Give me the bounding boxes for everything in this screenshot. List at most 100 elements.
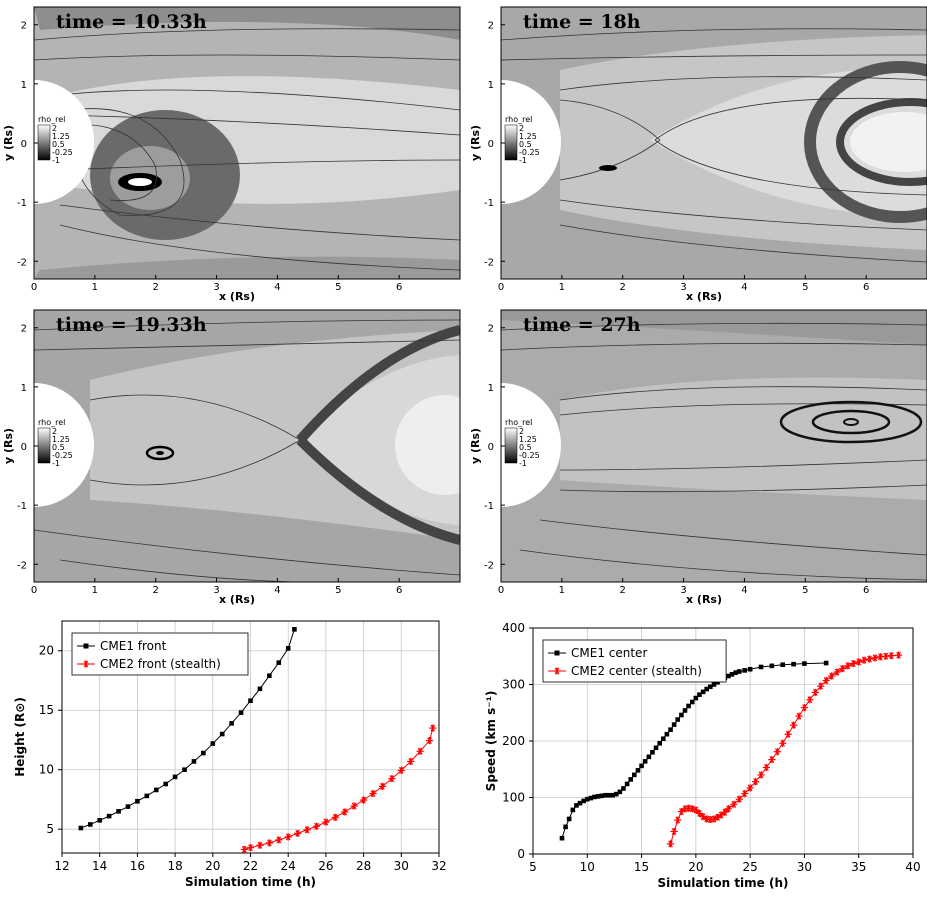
data-point-square — [780, 662, 786, 668]
data-point-square — [592, 794, 597, 800]
data-point-square — [668, 727, 673, 732]
data-point-square — [791, 661, 796, 667]
x-tick-label: 2 — [620, 282, 626, 293]
data-point-square — [559, 835, 565, 841]
data-point-square — [603, 792, 608, 798]
data-point-square — [707, 684, 713, 690]
data-point-square — [267, 673, 272, 679]
y-axis-label: y (Rs) — [469, 125, 482, 161]
x-tick-label: 5 — [335, 585, 341, 596]
panel-1-colorbar: rho_rel 2 1.25 0.5 -0.25 -1 — [37, 115, 73, 165]
y-tick-label: -1 — [484, 198, 494, 209]
colorbar-tick: 0.5 — [519, 140, 532, 149]
series-line — [244, 727, 434, 850]
density-panel-3: time = 19.33h rho_rel 2 1.25 0.5 -0.25 -… — [33, 309, 461, 583]
data-point-square — [823, 660, 829, 666]
x-tick-label: 0 — [31, 585, 37, 596]
colorbar-tick: 2 — [52, 427, 57, 436]
colorbar-tick: -0.25 — [519, 148, 540, 157]
data-point-square — [758, 664, 764, 670]
data-point-square — [624, 781, 630, 787]
x-tick-label: 6 — [863, 282, 869, 293]
colorbar-tick: -0.25 — [52, 148, 73, 157]
data-point-square — [646, 754, 652, 760]
data-point-square — [653, 745, 659, 751]
data-point-square — [679, 712, 684, 718]
x-tick-label: 18 — [167, 859, 182, 873]
x-tick-label: 4 — [741, 585, 747, 596]
x-tick-label: 1 — [92, 585, 98, 596]
data-point-square — [106, 813, 112, 819]
x-tick-label: 4 — [274, 282, 280, 293]
panel-3-colorbar: rho_rel 2 1.25 0.5 -0.25 -1 — [37, 418, 73, 468]
colorbar-tick: 0.5 — [52, 140, 65, 149]
data-point-square — [135, 798, 140, 804]
data-point-square — [664, 731, 670, 737]
x-tick-label: 24 — [281, 859, 296, 873]
panel-4-colorbar: rho_rel 2 1.25 0.5 -0.25 -1 — [504, 418, 540, 468]
y-tick-label: 100 — [502, 791, 525, 805]
colorbar-tick: 1.25 — [52, 435, 70, 444]
data-point-square — [570, 807, 576, 813]
x-tick-label: 3 — [213, 585, 219, 596]
data-point-square — [78, 825, 84, 831]
data-point-square — [577, 800, 583, 806]
x-tick-label: 15 — [634, 860, 649, 874]
panel-3-title: time = 19.33h — [56, 314, 207, 336]
data-point-square — [116, 809, 121, 814]
data-point-square — [747, 666, 753, 672]
map-axes: 0 1 2 3 4 5 6 2 1 0 -1 -2 x (Rs) y (Rs) 0 1 2 3 4 5 6 2 1 0 -1 -2… — [2, 21, 869, 606]
x-tick-label: 5 — [335, 282, 341, 293]
data-point-square — [733, 670, 739, 675]
colorbar-label: rho_rel — [505, 115, 532, 124]
y-tick-label: 0 — [517, 847, 525, 861]
y-tick-label: 0 — [21, 442, 27, 453]
colorbar-tick: -1 — [519, 459, 527, 468]
x-tick-label: 4 — [274, 585, 280, 596]
data-point-square — [657, 740, 663, 746]
y-axis-label: y (Rs) — [2, 428, 15, 464]
data-point-square — [285, 646, 291, 651]
x-tick-label: 26 — [318, 859, 333, 873]
legend-marker — [554, 650, 560, 656]
y-tick-label: 0 — [488, 139, 494, 150]
data-point-square — [248, 698, 253, 704]
data-point-square — [686, 703, 691, 709]
data-point-square — [191, 759, 197, 764]
panel-2-title: time = 18h — [523, 11, 641, 33]
data-point-square — [238, 710, 244, 715]
y-tick-label: 5 — [46, 822, 54, 836]
data-point-square — [182, 767, 187, 773]
colorbar-tick: -1 — [52, 156, 60, 165]
y-tick-label: -2 — [17, 560, 27, 571]
data-point-square — [219, 731, 225, 737]
x-tick-label: 0 — [498, 585, 504, 596]
x-axis-label: x (Rs) — [686, 290, 722, 303]
x-tick-label: 3 — [680, 282, 686, 293]
x-tick-label: 0 — [498, 282, 504, 293]
data-point-square — [660, 736, 666, 742]
x-tick-label: 25 — [743, 860, 758, 874]
x-tick-label: 1 — [559, 282, 565, 293]
x-tick-label: 14 — [92, 859, 107, 873]
data-point-square — [87, 822, 93, 827]
y-tick-label: 20 — [39, 644, 54, 658]
x-tick-label: 30 — [797, 860, 812, 874]
data-point-square — [697, 692, 702, 697]
data-point-square — [693, 695, 699, 701]
data-point-square — [97, 817, 102, 823]
y-tick-label: 10 — [39, 763, 54, 777]
y-tick-label: 300 — [502, 678, 525, 692]
x-tick-label: 2 — [153, 282, 159, 293]
data-point-square — [144, 793, 150, 799]
colorbar-tick: 2 — [519, 427, 524, 436]
x-tick-label: 32 — [431, 859, 446, 873]
y-tick-label: 400 — [502, 621, 525, 635]
y-tick-label: 1 — [21, 80, 27, 91]
y-tick-label: -1 — [17, 198, 27, 209]
data-point-square — [650, 750, 655, 755]
panel-4-title: time = 27h — [523, 314, 641, 336]
colorbar-tick: -1 — [519, 156, 527, 165]
x-tick-label: 3 — [680, 585, 686, 596]
data-point-square — [700, 689, 706, 695]
